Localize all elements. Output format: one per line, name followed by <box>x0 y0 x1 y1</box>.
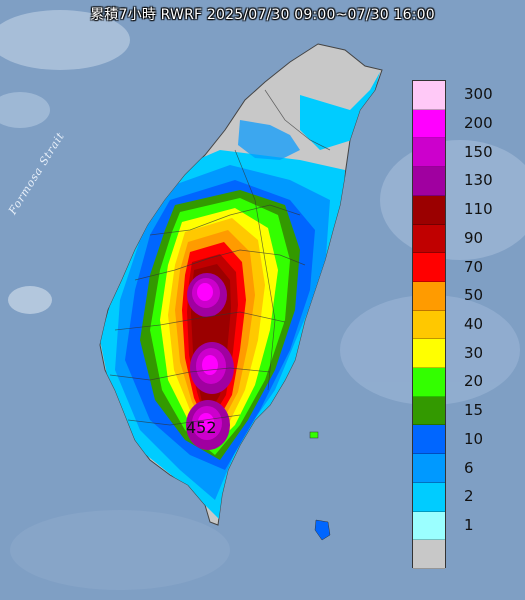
outlying-islands <box>309 431 331 541</box>
legend-label: 15 <box>464 401 484 420</box>
county-boundaries <box>109 89 331 426</box>
legend-swatch <box>413 540 445 569</box>
legend-label: 200 <box>464 114 493 133</box>
legend-swatch <box>413 454 445 483</box>
legend-label: 90 <box>464 228 484 247</box>
legend-colorbar <box>412 80 446 569</box>
legend-swatch <box>413 339 445 369</box>
map-title: 累積7小時 RWRF 2025/07/30 09:00~07/30 16:00 <box>90 7 435 23</box>
legend-swatch <box>413 310 445 340</box>
legend-swatch <box>413 281 445 311</box>
legend-swatch <box>413 167 445 196</box>
rainfall-legend: 300 200 150 130 110 90 70 50 40 30 20 15 10 6 2 1 <box>412 80 500 569</box>
legend-swatch <box>413 368 445 397</box>
legend-label: 2 <box>464 487 474 506</box>
legend-swatch <box>413 253 445 282</box>
legend-swatch <box>413 81 445 110</box>
legend-label: 110 <box>464 200 493 219</box>
legend-label: 1 <box>464 515 474 534</box>
legend-label: 300 <box>464 85 493 104</box>
legend-label: 130 <box>464 171 493 190</box>
legend-label: 30 <box>464 343 484 362</box>
legend-label: 20 <box>464 372 484 391</box>
rainfall-shading <box>100 72 380 520</box>
legend-swatch <box>413 195 445 225</box>
legend-swatch <box>413 511 445 541</box>
legend-swatch <box>413 396 445 426</box>
legend-label: 50 <box>464 286 484 305</box>
legend-swatch <box>413 425 445 455</box>
legend-label: 40 <box>464 315 484 333</box>
legend-swatch <box>413 109 445 139</box>
legend-swatch <box>413 224 445 254</box>
legend-label: 70 <box>464 257 484 276</box>
legend-label: 10 <box>464 429 484 448</box>
legend-label: 6 <box>464 458 474 477</box>
legend-swatch <box>413 482 445 512</box>
peak-rainfall-value: 452 <box>186 418 217 437</box>
legend-swatch <box>413 138 445 168</box>
legend-label: 150 <box>464 142 493 161</box>
